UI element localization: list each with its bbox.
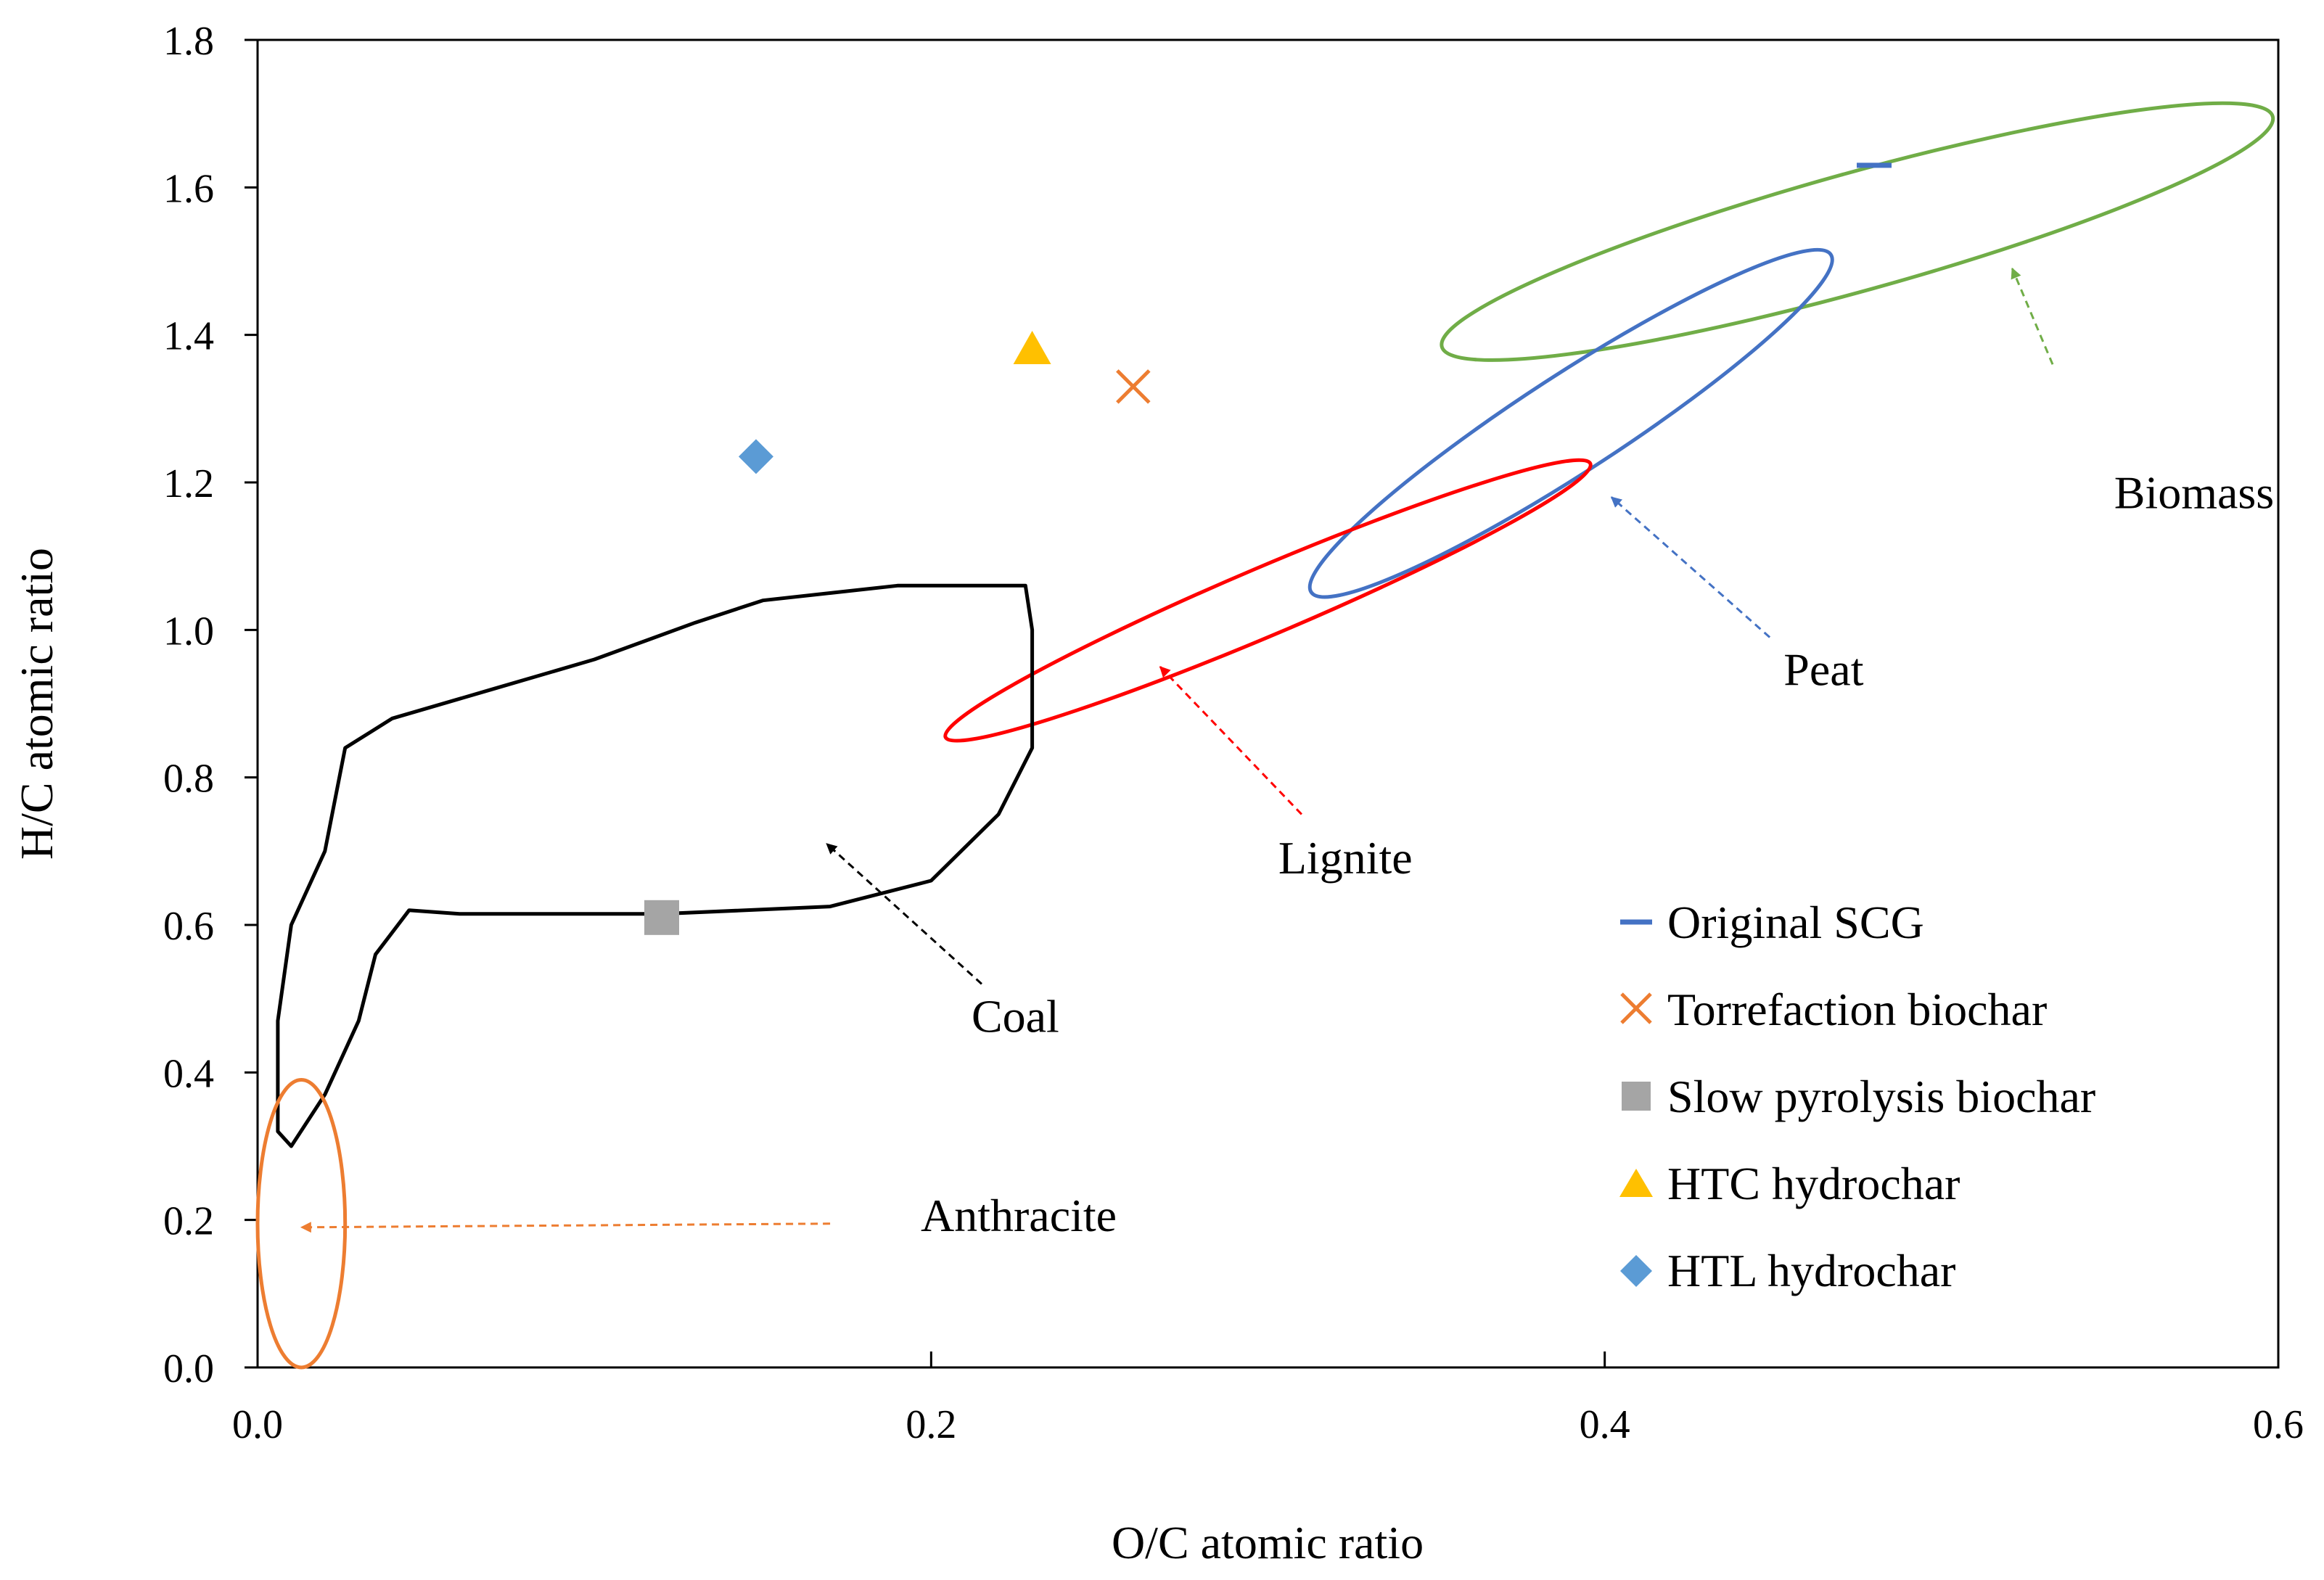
y-axis-ticks: 0.0 0.2 0.4 0.6 0.8 1.0 1.2 1.4 1.6 1.8	[163, 19, 258, 1391]
legend-label-slow-pyrolysis-biochar: Slow pyrolysis biochar	[1667, 1071, 2095, 1122]
x-axis-ticks: 0.0 0.2 0.4 0.6	[232, 1351, 2304, 1447]
data-points	[644, 162, 1892, 935]
x-tick-label: 0.4	[1580, 1402, 1630, 1447]
legend-label-original-scg: Original SCG	[1667, 897, 1924, 948]
anthracite-arrow	[300, 1222, 831, 1233]
y-tick-label: 0.8	[163, 757, 214, 802]
legend-label-htc-hydrochar: HTC hydrochar	[1667, 1158, 1960, 1209]
regions: Biomass Peat Lignite Coal Anthracite	[255, 101, 2275, 1370]
coal-arrow	[826, 843, 982, 985]
legend-marker-torrefaction-biochar	[1620, 992, 1652, 1024]
x-tick-label: 0.6	[2253, 1402, 2304, 1447]
biomass-arrow	[2011, 267, 2054, 365]
y-tick-label: 1.8	[163, 19, 214, 64]
anthracite-region-ellipse	[255, 1078, 348, 1370]
x-tick-label: 0.0	[232, 1402, 283, 1447]
legend-label-htl-hydrochar: HTL hydrochar	[1667, 1245, 1955, 1296]
legend-marker-htc-hydrochar	[1619, 1169, 1653, 1197]
coal-label: Coal	[972, 990, 1059, 1042]
peat-label: Peat	[1783, 644, 1863, 696]
biomass-label: Biomass	[2114, 467, 2274, 519]
peat-region-ellipse	[1307, 247, 1834, 599]
legend-label-torrefaction-biochar: Torrefaction biochar	[1667, 984, 2047, 1035]
y-tick-label: 1.6	[163, 166, 214, 211]
y-tick-label: 0.2	[163, 1199, 214, 1244]
peat-arrow	[1610, 496, 1771, 638]
y-tick-label: 1.2	[163, 461, 214, 506]
x-tick-label: 0.2	[906, 1402, 956, 1447]
lignite-label: Lignite	[1278, 832, 1413, 884]
y-tick-label: 1.4	[163, 314, 214, 359]
y-tick-label: 0.0	[163, 1346, 214, 1391]
lignite-arrow	[1159, 666, 1302, 815]
y-tick-label: 0.4	[163, 1051, 214, 1096]
torrefaction-biochar-point	[1116, 369, 1151, 404]
slow-pyrolysis-biochar-point	[644, 900, 679, 935]
htc-hydrochar-point	[1013, 331, 1051, 364]
y-tick-label: 0.6	[163, 904, 214, 949]
x-axis-title: O/C atomic ratio	[1112, 1517, 1424, 1568]
htl-hydrochar-point	[738, 439, 773, 474]
anthracite-label: Anthracite	[921, 1190, 1117, 1241]
y-axis-title: H/C atomic ratio	[11, 548, 62, 860]
biomass-region-ellipse	[1440, 101, 2275, 362]
plot-area	[256, 38, 2280, 1369]
coal-region-outline	[276, 583, 1035, 1148]
legend: Original SCG Torrefaction biochar Slow p…	[1619, 897, 2095, 1296]
legend-marker-htl-hydrochar	[1620, 1255, 1652, 1287]
legend-marker-slow-pyrolysis-biochar	[1622, 1082, 1651, 1111]
y-tick-label: 1.0	[163, 609, 214, 654]
lignite-region-ellipse	[943, 458, 1593, 743]
